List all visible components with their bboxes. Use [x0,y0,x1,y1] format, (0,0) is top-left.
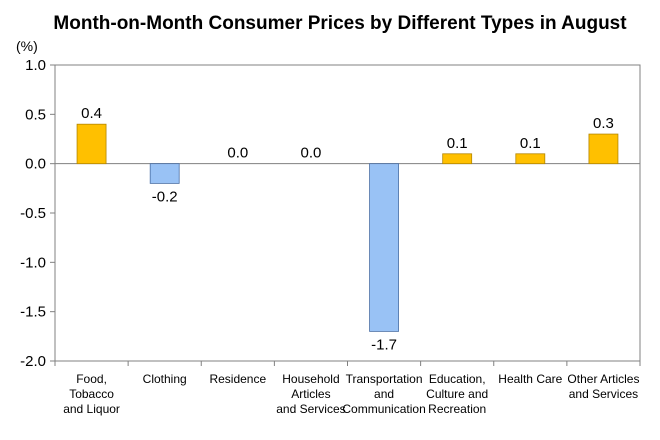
bar [369,163,399,332]
y-axis-unit-label: (%) [16,38,38,54]
bar [76,123,107,165]
y-tick-label: -1.0 [20,254,46,271]
x-category-label: Other Articles and Services [567,372,639,401]
x-category-label: Household Articles and Services [276,372,345,416]
y-tick-label: -0.5 [20,205,46,222]
data-label: -1.7 [371,336,397,353]
x-category-label: Residence [209,372,266,386]
bar [149,163,180,184]
bar [515,153,546,165]
data-label: 0.1 [447,135,468,152]
x-category-label: Food, Tobacco and Liquor [63,372,120,416]
data-label: 0.0 [301,145,322,162]
data-label: 0.0 [227,145,248,162]
plot-area-frame [54,64,641,362]
x-category-label: Transportation and Communication [342,372,425,416]
y-tick-label: 0.0 [25,156,46,173]
bar [588,133,619,165]
chart-title: Month-on-Month Consumer Prices by Differ… [53,13,627,34]
x-category-label: Health Care [498,372,562,386]
data-label: 0.1 [520,135,541,152]
y-tick-label: 1.0 [25,57,46,74]
x-category-label: Clothing [143,372,187,386]
x-category-label: Education, Culture and Recreation [426,372,488,416]
data-label: 0.3 [593,115,614,132]
y-tick-label: 0.5 [25,106,46,123]
y-tick-label: -2.0 [20,353,46,370]
y-tick-label: -1.5 [20,304,46,321]
data-label: 0.4 [81,105,102,122]
bar [442,153,473,165]
data-label: -0.2 [152,188,178,205]
